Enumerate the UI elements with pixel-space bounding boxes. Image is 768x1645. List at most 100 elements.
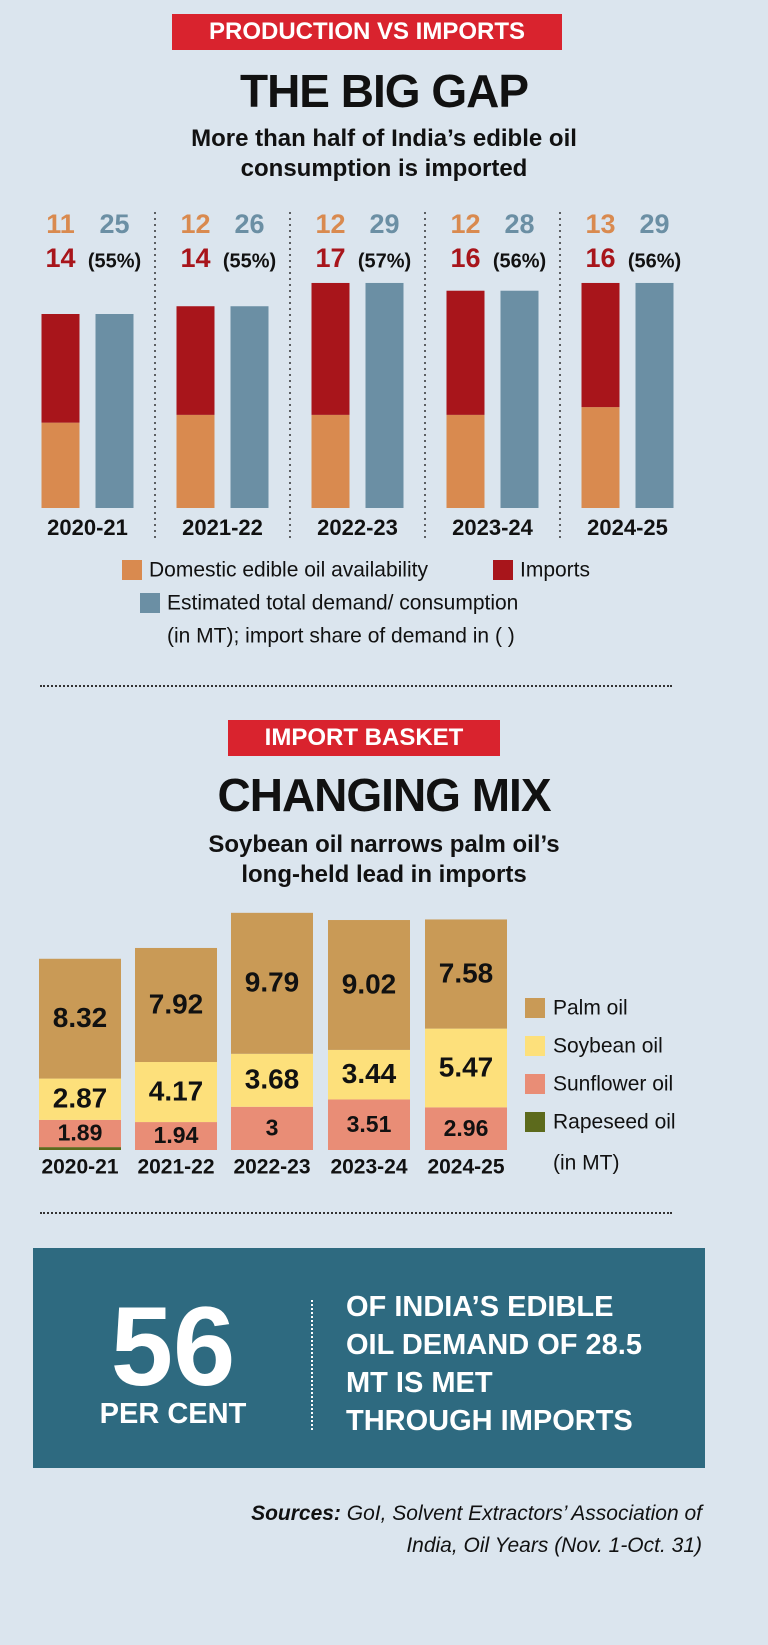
bar	[635, 282, 674, 508]
stat-divider	[311, 1300, 313, 1430]
stat-value: 56	[110, 1284, 236, 1409]
value-label: 2.96	[444, 1115, 489, 1141]
bar-segment	[39, 1147, 121, 1150]
value-label: 3.68	[245, 1064, 300, 1095]
value-label: 12	[315, 209, 345, 239]
divider	[40, 685, 672, 687]
bar	[446, 414, 485, 508]
bar	[41, 314, 80, 423]
bar	[176, 414, 215, 508]
bar-segment	[135, 1122, 217, 1150]
legend-label: Soybean oil	[553, 1035, 663, 1058]
value-label: 12	[180, 209, 210, 239]
share-label: (56%)	[628, 250, 681, 272]
bar	[581, 407, 620, 508]
legend-label: Sunflower oil	[553, 1073, 673, 1096]
value-label: 14	[45, 243, 75, 273]
share-label: (57%)	[358, 250, 411, 272]
bar-segment	[39, 1078, 121, 1120]
bar-segment	[425, 919, 507, 1029]
value-label: 7.92	[149, 988, 204, 1019]
bar-segment	[231, 1053, 313, 1107]
sources-label: Sources:	[251, 1502, 341, 1525]
value-label: 16	[585, 243, 615, 273]
legend-label: Palm oil	[553, 997, 628, 1020]
chart-subtitle: More than half of India’s edible oil con…	[191, 125, 577, 182]
x-tick-label: 2021-22	[182, 515, 263, 540]
bar-segment	[231, 1106, 313, 1150]
value-label: 5.47	[439, 1051, 494, 1082]
value-label: 14	[180, 243, 210, 273]
chart: 2020-21 11 14 25 (55%) 2021-22 12 14 26 (55%) 2022…	[41, 209, 681, 648]
value-label: 9.79	[245, 967, 300, 998]
value-label: 26	[234, 209, 264, 239]
x-tick-label: 2020-21	[41, 1156, 118, 1179]
legend-label: Domestic edible oil availability	[149, 559, 428, 582]
x-tick-label: 2020-21	[47, 515, 128, 540]
value-label: 13	[585, 209, 615, 239]
x-tick-label: 2022-23	[233, 1156, 310, 1179]
chart: 2020-21 1.89 2.87 8.32 2021-22 1.94 4.17 7.92 20…	[39, 912, 676, 1179]
bar-segment	[425, 1107, 507, 1150]
x-tick-label: 2022-23	[317, 515, 398, 540]
value-label: 29	[639, 209, 669, 239]
value-label: 8.32	[53, 1002, 108, 1033]
stat-box: 56 PER CENT OF INDIA’S EDIBLE OIL DEMAND…	[33, 1248, 705, 1468]
value-label: 3.44	[342, 1058, 397, 1089]
value-label: 9.02	[342, 968, 397, 999]
legend-swatch	[122, 560, 142, 580]
share-label: (56%)	[493, 250, 546, 272]
stat-unit: PER CENT	[99, 1398, 247, 1430]
legend-label: Estimated total demand/ consumption	[167, 592, 518, 615]
value-label: 2.87	[53, 1083, 108, 1114]
value-label: 4.17	[149, 1075, 204, 1106]
chart-subtitle: Soybean oil narrows palm oil’s long-held…	[208, 831, 560, 888]
share-label: (55%)	[88, 250, 141, 272]
bar	[95, 314, 134, 508]
value-label: 7.58	[439, 957, 494, 988]
legend-swatch	[493, 560, 513, 580]
x-tick-label: 2024-25	[587, 515, 668, 540]
bar	[581, 282, 620, 408]
value-label: 1.94	[154, 1122, 199, 1148]
chart-title: CHANGING MIX	[217, 769, 552, 821]
bar-segment	[39, 958, 121, 1079]
value-label: 12	[450, 209, 480, 239]
bar	[230, 306, 269, 508]
stat-text: OF INDIA’S EDIBLE OIL DEMAND OF 28.5 MT …	[346, 1291, 642, 1437]
bar-segment	[425, 1028, 507, 1108]
x-tick-label: 2023-24	[452, 515, 534, 540]
divider	[40, 1212, 672, 1214]
value-label: 17	[315, 243, 345, 273]
value-label: 3.51	[347, 1111, 392, 1137]
bar-segment	[135, 1062, 217, 1123]
chart-title: THE BIG GAP	[239, 65, 529, 117]
share-label: (55%)	[223, 250, 276, 272]
value-label: 11	[46, 209, 75, 239]
bar	[500, 290, 539, 508]
value-label: 3	[266, 1114, 279, 1140]
legend-swatch	[525, 1112, 545, 1132]
legend-label: Imports	[520, 559, 590, 582]
sources-text: GoI, Solvent Extractors’ Association of …	[346, 1502, 702, 1557]
legend-note: (in MT); import share of demand in ( )	[167, 625, 515, 648]
bar	[311, 282, 350, 415]
legend-note: (in MT)	[553, 1152, 620, 1175]
legend-swatch	[525, 1036, 545, 1056]
x-tick-label: 2024-25	[427, 1156, 504, 1179]
bar-segment	[328, 1099, 410, 1150]
bar	[311, 414, 350, 508]
bar-segment	[39, 1119, 121, 1148]
legend-swatch	[525, 998, 545, 1018]
value-label: 25	[99, 209, 129, 239]
value-label: 1.89	[58, 1120, 103, 1146]
bar-segment	[328, 1049, 410, 1100]
legend-label: Rapeseed oil	[553, 1111, 676, 1134]
x-tick-label: 2021-22	[137, 1156, 214, 1179]
x-tick-label: 2023-24	[330, 1156, 407, 1179]
kicker: IMPORT BASKET	[228, 720, 500, 756]
bar	[446, 290, 485, 415]
value-label: 16	[450, 243, 480, 273]
value-label: 28	[504, 209, 534, 239]
